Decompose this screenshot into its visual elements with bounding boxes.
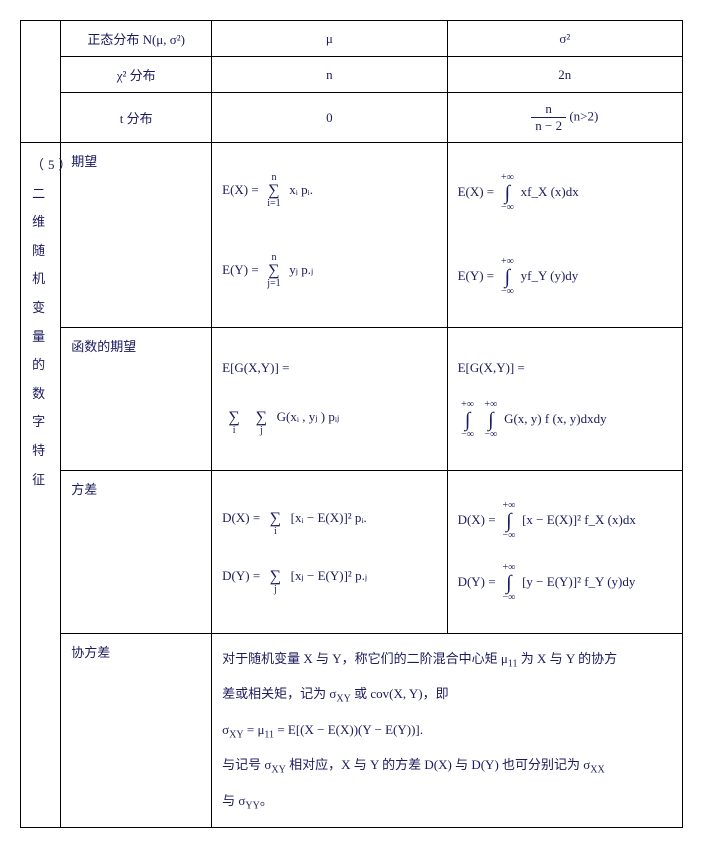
dist-t-label: t 分布: [61, 93, 212, 143]
dist-chi2-var: 2n: [447, 57, 682, 93]
dist-chi2-label: χ² 分布: [61, 57, 212, 93]
table-row: 方差 D(X) = ∑ i [xᵢ − E(X)]² pᵢ. D(Y) = ∑ …: [21, 470, 683, 633]
label-expect: 期望: [61, 143, 212, 328]
dist-normal-label: 正态分布 N(μ, σ²): [61, 21, 212, 57]
variance-continuous-cell: D(X) = +∞ ∫ −∞ [x − E(X)]² f_X (x)dx D(Y…: [447, 470, 682, 633]
table-row: t 分布 0 n n − 2 (n>2): [21, 93, 683, 143]
table-row: （5）二维随机变量的数字特征 期望 E(X) = n ∑ i=1 xᵢ pᵢ. …: [21, 143, 683, 328]
empty-left-cell: [21, 21, 61, 143]
stats-table: 正态分布 N(μ, σ²) μ σ² χ² 分布 n 2n t 分布 0 n n…: [20, 20, 683, 828]
table-row: 函数的期望 E[G(X,Y)] = ∑ i ∑ j G(xᵢ , yⱼ ) pᵢ…: [21, 328, 683, 471]
dist-t-mean: 0: [212, 93, 447, 143]
dist-t-var: n n − 2 (n>2): [447, 93, 682, 143]
func-expect-continuous-cell: E[G(X,Y)] = +∞ ∫ −∞ +∞ ∫ −∞ G(x, y) f (x…: [447, 328, 682, 471]
table-row: χ² 分布 n 2n: [21, 57, 683, 93]
expect-discrete-cell: E(X) = n ∑ i=1 xᵢ pᵢ. E(Y) = n ∑ j=1 yⱼ …: [212, 143, 447, 328]
cov-text-cell: 对于随机变量 X 与 Y，称它们的二阶混合中心矩 μ11 为 X 与 Y 的协方…: [212, 633, 683, 828]
func-expect-discrete-cell: E[G(X,Y)] = ∑ i ∑ j G(xᵢ , yⱼ ) pᵢⱼ: [212, 328, 447, 471]
expect-continuous-cell: E(X) = +∞ ∫ −∞ xf_X (x)dx E(Y) = +∞ ∫ −∞…: [447, 143, 682, 328]
dist-normal-var: σ²: [447, 21, 682, 57]
label-func-expect: 函数的期望: [61, 328, 212, 471]
table-row: 协方差 对于随机变量 X 与 Y，称它们的二阶混合中心矩 μ11 为 X 与 Y…: [21, 633, 683, 828]
dist-normal-mean: μ: [212, 21, 447, 57]
section5-header: （5）二维随机变量的数字特征: [21, 143, 61, 828]
dist-chi2-mean: n: [212, 57, 447, 93]
table-row: 正态分布 N(μ, σ²) μ σ²: [21, 21, 683, 57]
variance-discrete-cell: D(X) = ∑ i [xᵢ − E(X)]² pᵢ. D(Y) = ∑ j […: [212, 470, 447, 633]
label-cov: 协方差: [61, 633, 212, 828]
label-variance: 方差: [61, 470, 212, 633]
